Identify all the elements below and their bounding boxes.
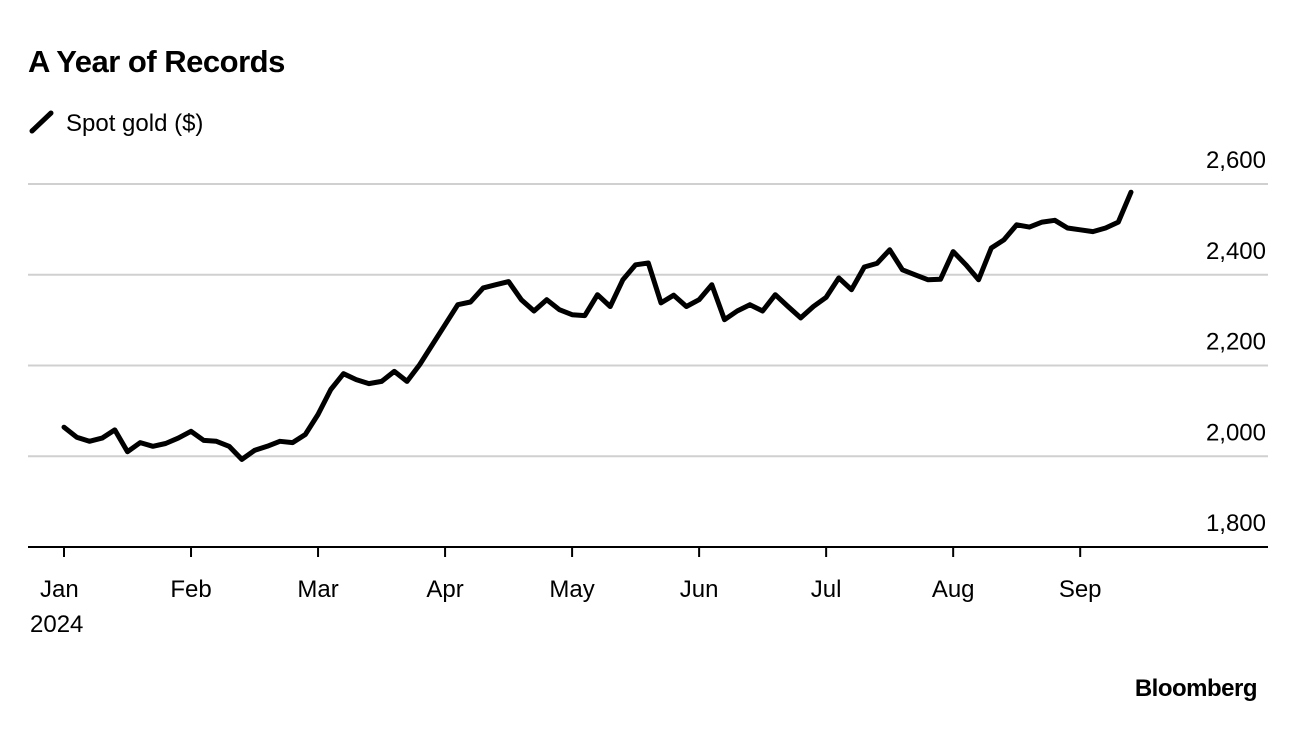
y-tick-label: 2,000 [1206, 419, 1266, 446]
chart-title: A Year of Records [28, 44, 285, 79]
y-tick-label: 2,600 [1206, 147, 1266, 174]
y-tick-label: 2,200 [1206, 329, 1266, 356]
x-tick-label: Aug [932, 576, 975, 603]
x-tick-label: Jun [680, 576, 719, 603]
price-line [61, 189, 1134, 462]
x-tick-label: Jul [811, 576, 842, 603]
y-tick-label: 1,800 [1206, 510, 1266, 537]
source: Bloomberg [1135, 675, 1257, 702]
x-tick-label: Feb [170, 576, 211, 603]
legend-swatch [29, 110, 54, 134]
x-tick-label: May [549, 576, 594, 603]
y-tick-label: 2,400 [1206, 238, 1266, 265]
x-year-label: 2024 [30, 611, 83, 638]
legend-label: Spot gold ($) [66, 110, 203, 137]
x-tick-label: Jan [40, 576, 79, 603]
x-tick-label: Apr [426, 576, 463, 603]
x-tick-label: Sep [1059, 576, 1102, 603]
x-tick-label: Mar [297, 576, 338, 603]
